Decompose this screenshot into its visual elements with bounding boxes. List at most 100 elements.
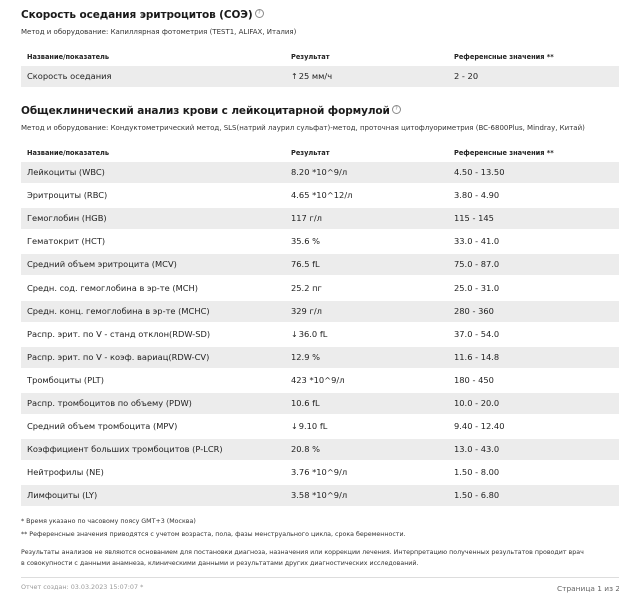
header-result: Результат bbox=[291, 53, 330, 61]
row-result: 4.65 *10^12/л bbox=[291, 185, 352, 206]
row-result-value: 3.76 *10^9/л bbox=[291, 467, 348, 478]
row-name: Коэффициент больших тромбоцитов (P-LCR) bbox=[27, 444, 223, 455]
row-result: 12.9 % bbox=[291, 347, 320, 368]
esr-table-header: Название/показатель Результат Референсны… bbox=[21, 48, 619, 66]
row-name: Нейтрофилы (NE) bbox=[27, 467, 104, 478]
arrow-down-icon: ↓ bbox=[291, 422, 298, 432]
header-name: Название/показатель bbox=[27, 149, 110, 157]
table-row: Лейкоциты (WBC) 8.20 *10^9/л 4.50 - 13.50 bbox=[21, 162, 619, 183]
row-result-value: 76.5 fL bbox=[291, 259, 320, 270]
esr-method: Метод и оборудование: Капиллярная фотоме… bbox=[21, 28, 297, 36]
row-result-value: 3.58 *10^9/л bbox=[291, 490, 348, 501]
row-result: 329 г/л bbox=[291, 301, 322, 322]
row-ref: 3.80 - 4.90 bbox=[454, 190, 500, 201]
row-ref: 75.0 - 87.0 bbox=[454, 259, 500, 270]
row-result-value: 4.65 *10^12/л bbox=[291, 190, 353, 201]
row-result: ↓9.10 fL bbox=[291, 416, 327, 437]
row-result: 35.6 % bbox=[291, 231, 320, 252]
table-row: Лимфоциты (LY) 3.58 *10^9/л 1.50 - 6.80 bbox=[21, 485, 619, 507]
table-row: Средн. сод. гемоглобина в эр-те (MCH) 25.… bbox=[21, 278, 619, 299]
row-name: Распр. эрит. по V - станд отклон(RDW-SD) bbox=[27, 328, 211, 339]
table-row: Распр. тромбоцитов по объему (PDW) 10.6 f… bbox=[21, 393, 619, 414]
row-name: Эритроциты (RBC) bbox=[27, 190, 108, 201]
info-icon[interactable]: ? bbox=[254, 9, 264, 18]
row-result-value: 329 г/л bbox=[291, 305, 322, 316]
table-row: Нейтрофилы (NE) 3.76 *10^9/л 1.50 - 8.00 bbox=[21, 462, 619, 483]
disclaimer: Результаты анализов не являются основани… bbox=[21, 548, 619, 569]
cbc-section-title: Общеклинический анализ крови с лейкоцита… bbox=[21, 105, 401, 117]
row-result-value: 117 г/л bbox=[291, 213, 322, 224]
info-icon[interactable]: ? bbox=[391, 105, 401, 114]
table-row: Распр. эрит. по V - коэф. вариац(RDW-CV)… bbox=[21, 346, 619, 368]
row-name: Средний объем тромбоцита (MPV) bbox=[27, 421, 178, 432]
row-result-value: 35.6 % bbox=[291, 236, 320, 247]
disclaimer-line-2: в совокупности с данными анамнеза, клини… bbox=[21, 559, 419, 567]
row-result: 76.5 fL bbox=[291, 254, 320, 275]
row-result: 8.20 *10^9/л bbox=[291, 162, 347, 183]
header-name: Название/показатель bbox=[27, 53, 110, 61]
row-name: Скорость оседания bbox=[27, 71, 112, 81]
row-ref: 280 - 360 bbox=[454, 305, 494, 316]
row-result: ↓36.0 fL bbox=[291, 324, 327, 345]
cbc-table-header: Название/показатель Результат Референсны… bbox=[21, 144, 619, 162]
row-result-value: 10.6 fL bbox=[291, 398, 320, 408]
row-result: 3.58 *10^9/л bbox=[291, 485, 347, 506]
header-result: Результат bbox=[291, 149, 330, 157]
row-ref: 115 - 145 bbox=[454, 213, 494, 224]
table-row: Распр. эрит. по V - станд отклон(RDW-SD)… bbox=[21, 324, 619, 345]
esr-title-text: Скорость оседания эритроцитов (СОЭ) bbox=[21, 9, 253, 21]
row-name: Средн. конц. гемоглобина в эр-те (MCHC) bbox=[27, 305, 210, 316]
row-ref: 25.0 - 31.0 bbox=[454, 282, 500, 293]
table-row: Эритроциты (RBC) 4.65 *10^12/л 3.80 - 4.90 bbox=[21, 185, 619, 206]
row-result-value: 25 мм/ч bbox=[298, 71, 333, 81]
row-ref: 180 - 450 bbox=[454, 374, 494, 385]
table-row: Средний объем эритроцита (MCV) 76.5 fL 75.… bbox=[21, 254, 619, 276]
arrow-down-icon: ↓ bbox=[291, 329, 298, 339]
table-row: Скорость оседания ↑25 мм/ч 2 - 20 bbox=[21, 66, 619, 87]
reference-note: ** Референсные значения приводятся с уче… bbox=[21, 531, 406, 538]
row-result: ↑25 мм/ч bbox=[291, 66, 332, 87]
row-ref: 2 - 20 bbox=[454, 71, 479, 81]
row-name: Распр. эрит. по V - коэф. вариац(RDW-CV) bbox=[27, 351, 210, 362]
table-row: Коэффициент больших тромбоцитов (P-LCR) 2… bbox=[21, 439, 619, 461]
row-name: Тромбоциты (PLT) bbox=[27, 374, 104, 385]
row-result: 20.8 % bbox=[291, 439, 320, 460]
row-result-value: 25.2 пг bbox=[291, 282, 322, 293]
row-ref: 9.40 - 12.40 bbox=[454, 421, 505, 432]
row-result-value: 20.8 % bbox=[291, 444, 320, 455]
table-row: Тромбоциты (PLT) 423 *10^9/л 180 - 450 bbox=[21, 370, 619, 391]
row-result-value: 9.10 fL bbox=[298, 421, 328, 432]
row-result-value: 12.9 % bbox=[291, 351, 320, 362]
esr-section-title: Скорость оседания эритроцитов (СОЭ)? bbox=[21, 9, 264, 21]
report-created: Отчет создан: 03.03.2023 15:07:07 * bbox=[21, 583, 144, 591]
footer-divider bbox=[21, 577, 619, 578]
row-result: 117 г/л bbox=[291, 208, 322, 229]
table-row: Гемоглобин (HGB) 117 г/л 115 - 145 bbox=[21, 208, 619, 230]
cbc-method: Метод и оборудование: Кондуктометрически… bbox=[21, 124, 585, 132]
row-ref: 10.0 - 20.0 bbox=[454, 398, 500, 408]
row-ref: 4.50 - 13.50 bbox=[454, 167, 505, 177]
arrow-up-icon: ↑ bbox=[291, 72, 298, 81]
page-number: Страница 1 из 2 bbox=[557, 584, 619, 593]
row-ref: 1.50 - 6.80 bbox=[454, 490, 500, 501]
header-reference: Референсные значения ** bbox=[454, 53, 554, 61]
row-result: 423 *10^9/л bbox=[291, 370, 345, 391]
table-row: Средн. конц. гемоглобина в эр-те (MCHC) 3… bbox=[21, 300, 619, 322]
row-name: Лимфоциты (LY) bbox=[27, 490, 98, 501]
disclaimer-line-1: Результаты анализов не являются основани… bbox=[21, 549, 584, 556]
row-ref: 33.0 - 41.0 bbox=[454, 236, 500, 247]
row-name: Гематокрит (HCT) bbox=[27, 236, 106, 247]
row-result-value: 36.0 fL bbox=[298, 328, 328, 339]
row-name: Средн. сод. гемоглобина в эр-те (MCH) bbox=[27, 282, 199, 293]
table-row: Гематокрит (HCT) 35.6 % 33.0 - 41.0 bbox=[21, 231, 619, 252]
time-zone-note: * Время указано по часовому поясу GMT+3 … bbox=[21, 518, 196, 525]
row-result: 3.76 *10^9/л bbox=[291, 462, 347, 483]
row-ref: 13.0 - 43.0 bbox=[454, 444, 500, 455]
row-name: Распр. тромбоцитов по объему (PDW) bbox=[27, 398, 192, 408]
row-ref: 37.0 - 54.0 bbox=[454, 328, 500, 339]
row-result-value: 423 *10^9/л bbox=[291, 374, 345, 385]
row-name: Гемоглобин (HGB) bbox=[27, 213, 107, 224]
row-result-value: 8.20 *10^9/л bbox=[291, 167, 348, 177]
row-name: Средний объем эритроцита (MCV) bbox=[27, 259, 177, 270]
